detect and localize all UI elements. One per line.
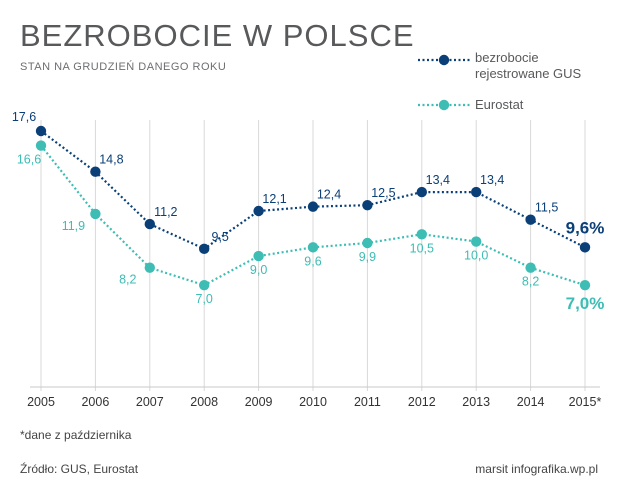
point-gus — [144, 218, 155, 230]
point-eurostat — [144, 262, 155, 273]
legend-gus-marker — [438, 54, 450, 66]
data-label-eurostat: 9,6 — [304, 254, 321, 268]
x-tick-label: 2012 — [408, 395, 436, 409]
data-label-eurostat: 10,0 — [464, 249, 488, 263]
point-gus — [253, 205, 264, 217]
data-label-gus: 17,6 — [12, 110, 36, 124]
x-tick-label: 2006 — [81, 395, 109, 409]
data-label-gus: 11,2 — [154, 205, 177, 219]
footnote: *dane z października — [20, 428, 132, 442]
data-label-gus: 13,4 — [480, 173, 504, 187]
data-label-eurostat: 10,5 — [410, 241, 434, 255]
legend-eurostat-label: Eurostat — [475, 97, 524, 112]
x-tick-label: 2013 — [462, 395, 490, 409]
point-gus — [362, 199, 373, 211]
point-eurostat — [90, 208, 101, 220]
x-tick-label: 2007 — [136, 395, 164, 409]
point-gus — [471, 186, 482, 198]
point-gus — [35, 125, 47, 137]
point-eurostat — [199, 279, 210, 291]
data-label-gus: 12,5 — [371, 186, 395, 200]
chart-subtitle: STAN NA GRUDZIEŃ DANEGO ROKU — [20, 61, 227, 73]
chart-title: BEZROBOCIE W POLSCE — [20, 18, 415, 53]
data-label-gus: 13,4 — [426, 173, 450, 187]
legend-gus-label-2: rejestrowane GUS — [475, 66, 582, 81]
data-label-eurostat: 9,0 — [250, 263, 267, 277]
data-label-eurostat: 7,0% — [566, 294, 605, 313]
x-tick-label: 2011 — [354, 395, 381, 409]
x-tick-label: 2008 — [190, 395, 218, 409]
point-gus — [525, 214, 536, 225]
legend-gus-label-1: bezrobocie — [475, 50, 539, 65]
x-tick-label: 2009 — [245, 395, 273, 409]
data-label-gus: 14,8 — [99, 153, 123, 167]
point-eurostat — [579, 279, 591, 291]
point-gus — [307, 201, 319, 212]
source-note: Źródło: GUS, Eurostat — [20, 462, 139, 476]
point-eurostat — [362, 237, 373, 249]
point-gus — [90, 166, 101, 177]
data-label-eurostat: 16,6 — [17, 153, 41, 167]
data-label-gus: 9,5 — [212, 230, 229, 244]
point-eurostat — [416, 229, 427, 240]
point-eurostat — [471, 236, 482, 247]
x-tick-label: 2005 — [27, 395, 55, 409]
data-label-eurostat: 7,0 — [196, 292, 213, 306]
point-eurostat — [525, 262, 536, 273]
x-tick-label: 2010 — [299, 395, 327, 409]
data-label-eurostat: 8,2 — [119, 273, 136, 287]
data-label-gus: 9,6% — [566, 218, 605, 237]
data-label-eurostat: 11,9 — [62, 219, 85, 233]
data-label-eurostat: 9,9 — [359, 250, 376, 264]
data-label-gus: 11,5 — [535, 201, 558, 215]
x-tick-label: 2015* — [569, 395, 602, 409]
point-eurostat — [35, 140, 47, 151]
data-label-eurostat: 8,2 — [522, 275, 539, 289]
point-gus — [579, 242, 591, 253]
point-eurostat — [307, 242, 319, 253]
point-eurostat — [253, 250, 264, 262]
data-label-gus: 12,1 — [262, 192, 286, 206]
point-gus — [199, 243, 210, 255]
legend-eurostat-marker — [438, 99, 450, 111]
x-tick-label: 2014 — [517, 395, 545, 409]
credit-note: marsit infografika.wp.pl — [475, 462, 598, 476]
point-gus — [416, 186, 427, 198]
data-label-gus: 12,4 — [317, 188, 341, 202]
